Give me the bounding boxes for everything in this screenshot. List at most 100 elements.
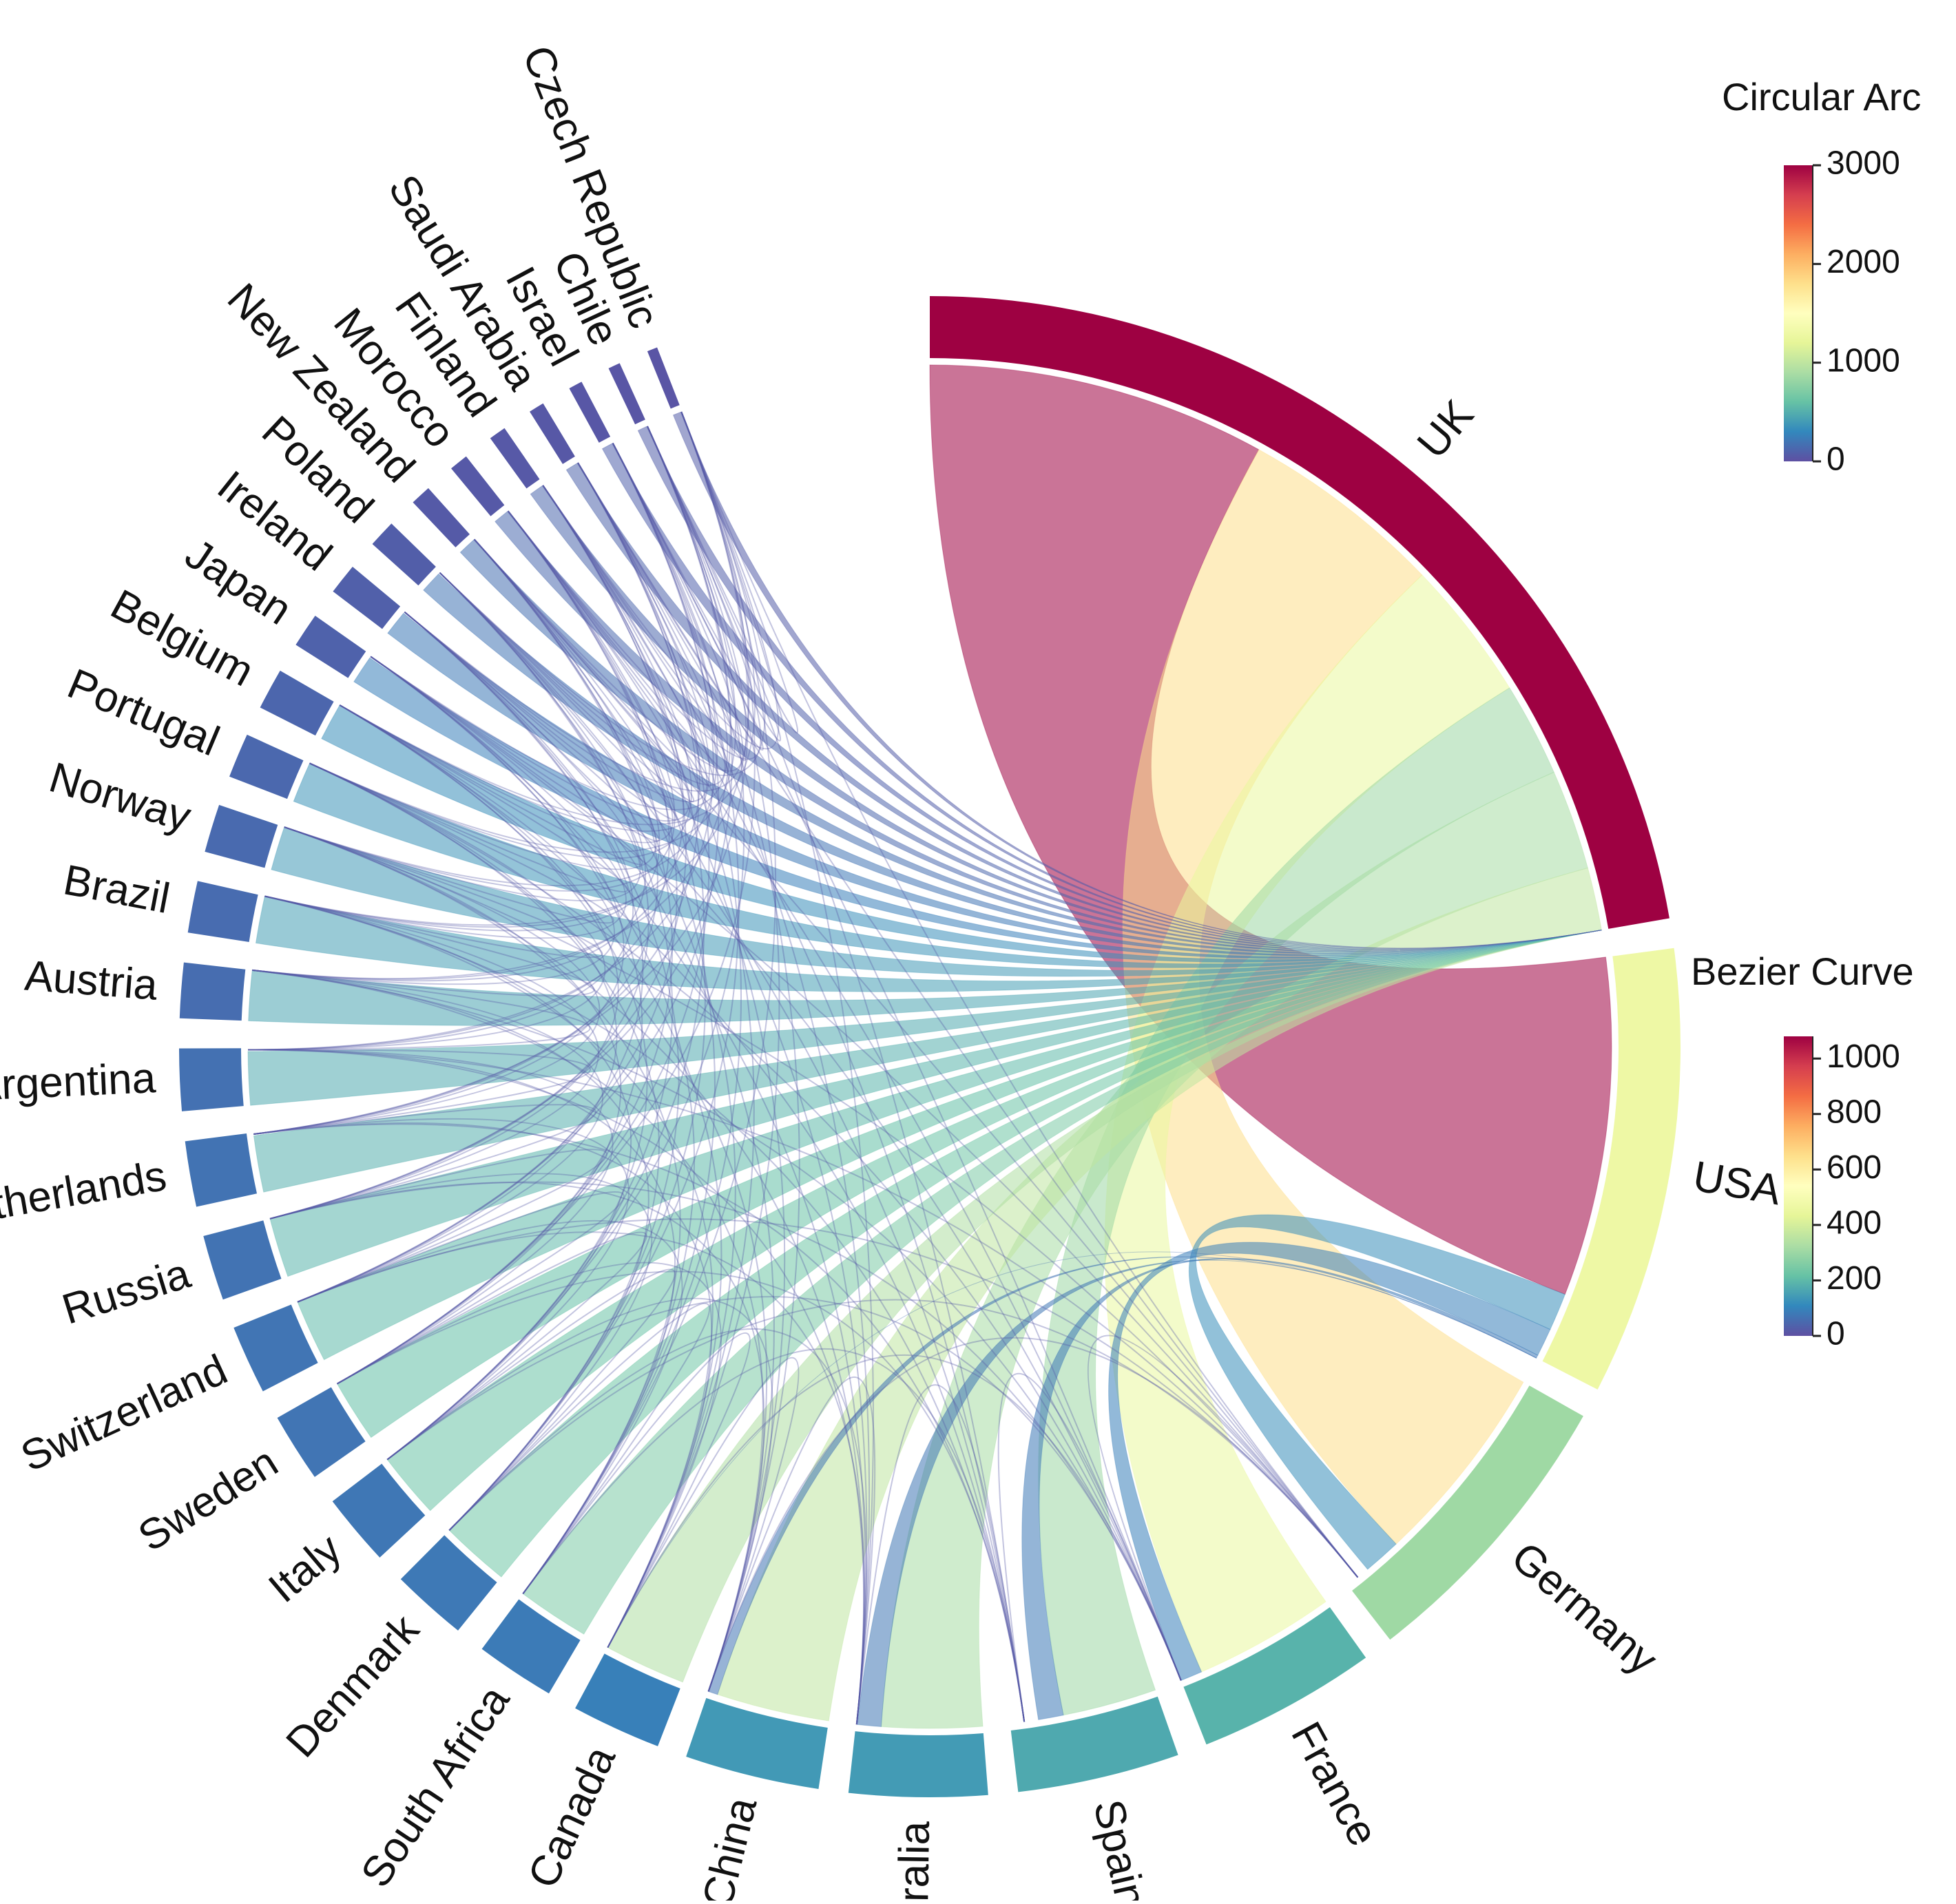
arc-japan [295,616,366,678]
ribbon-ireland-poland [404,572,677,821]
ribbon-ireland-chile [404,426,747,792]
ribbon-uk-czech-republic [672,411,1602,949]
ribbon-south-africa-argentina [248,1049,676,1595]
arc-brazil [187,881,258,942]
label-spain: Spain [1084,1795,1155,1901]
arc-chile [608,363,645,425]
label-norway: Norway [44,753,196,841]
ribbon-uk-sweden [336,930,1602,1439]
ribbon-sweden-argentina [248,1049,614,1385]
ribbon-uk-italy [386,930,1602,1511]
ribbon-uk-south-africa [522,930,1602,1635]
colorbar-gradient [1784,1036,1813,1336]
ribbon-germany-norway [284,826,1359,1578]
arc-canada [575,1653,680,1746]
ribbon-denmark-morocco [448,510,706,1531]
ribbon-france-morocco [507,510,1182,1681]
ribbon-germany-switzerland [297,1218,1359,1578]
ribbon-germany-denmark [448,1299,1359,1578]
colorbar-tick-label: 400 [1827,1205,1882,1242]
ribbon-netherlands-argentina [248,1049,591,1136]
ribbon-germany-china [707,1337,1359,1692]
ribbon-finland-czech-republic [542,411,780,750]
ribbon-sweden-japan [337,656,643,1385]
ribbon-japan-israel [370,443,729,810]
arc-australia [848,1731,988,1797]
ribbon-canada-brazil [264,895,714,1649]
arc-russia [203,1220,282,1300]
ribbon-ireland-finland [404,485,708,803]
ribbon-uk-ireland [387,612,1602,956]
ribbon-brazil-norway [264,826,603,959]
label-denmark: Denmark [277,1605,428,1766]
ribbon-uk-netherlands [253,930,1602,1193]
ribbon-denmark-israel [448,443,740,1531]
colorbar-tick-label: 600 [1827,1149,1882,1186]
ribbon-germany-czech-republic [680,411,1359,1578]
ribbon-canada-netherlands [253,1122,713,1649]
ribbon-portugal-finland [309,485,693,859]
ribbon-russia-chile [269,426,733,1220]
arc-morocco [451,456,505,516]
label-argentina: Argentina [0,1054,157,1110]
ribbon-france-russia [269,1181,1182,1681]
colorbar-circular-arc: Circular Arc 0 1000 2000 3000 [1722,75,1921,478]
ribbon-south-africa-switzerland [297,1220,683,1595]
label-china: China [694,1792,767,1901]
ribbon-japan-morocco [370,510,690,822]
ribbon-belgium-japan [339,656,644,866]
ribbon-usa-france [1108,1242,1551,1682]
ribbon-uk-switzerland [297,930,1602,1361]
ribbon-netherlands-new-zealand [253,538,658,1136]
arc-switzerland [233,1304,318,1392]
ribbon-china-morocco [507,510,786,1692]
colorbar-tick-label: 800 [1827,1094,1882,1130]
ribbon-argentina-ireland [248,611,634,1051]
label-south-africa: South Africa [352,1677,519,1896]
label-sweden: Sweden [130,1439,286,1561]
colorbar-tick-label: 200 [1827,1260,1882,1297]
colorbar-tick-label: 1000 [1827,1038,1900,1075]
ribbon-usa-australia [857,1259,1537,1728]
ribbon-switzerland-austria [252,969,604,1303]
ribbon-poland-new-zealand [439,538,695,803]
arc-uk [930,296,1669,929]
arc-south-africa [481,1599,581,1694]
ribbon-sweden-switzerland [297,1191,625,1385]
arc-usa [1542,948,1681,1390]
ribbon-portugal-poland [309,572,657,870]
label-usa: USA [1689,1153,1785,1215]
ribbon-uk-morocco [495,511,1602,952]
ribbon-france-israel [612,443,1182,1681]
ribbon-israel-chile [612,426,782,742]
arc-belgium [260,670,334,736]
ribbon-uk-new-zealand [459,538,1602,953]
ribbon-france-portugal [309,762,1182,1681]
ribbon-south-africa-denmark [448,1302,711,1595]
ribbon-italy-brazil [264,895,632,1461]
ribbon-russia-brazil [264,895,599,1220]
ribbon-canada-chile [607,426,780,1649]
arcs-layer [179,296,1681,1797]
label-france: France [1282,1715,1387,1854]
ribbon-italy-belgium [339,704,648,1461]
ribbon-spain-australia [855,1384,1026,1725]
ribbon-china-ireland [404,611,775,1692]
ribbon-portugal-belgium [309,704,628,893]
label-uk: UK [1408,391,1483,467]
colorbar-bezier-curve: Bezier Curve 0 200 400 600 800 1000 [1691,950,1914,1352]
ribbon-uk-norway [271,826,1602,977]
ribbon-argentina-portugal [248,762,606,1051]
ribbon-china-canada [607,1357,800,1692]
ribbon-spain-chile [647,426,1026,1722]
ribbon-china-portugal [309,762,768,1692]
ribbon-brazil-new-zealand [264,538,660,932]
ribbon-germany-argentina [248,1049,1359,1578]
ribbon-uk-belgium [321,704,1602,963]
arc-china [686,1697,828,1789]
ribbon-switzerland-ireland [297,611,644,1303]
arc-italy [332,1463,426,1558]
ribbon-australia-china [707,1377,876,1725]
